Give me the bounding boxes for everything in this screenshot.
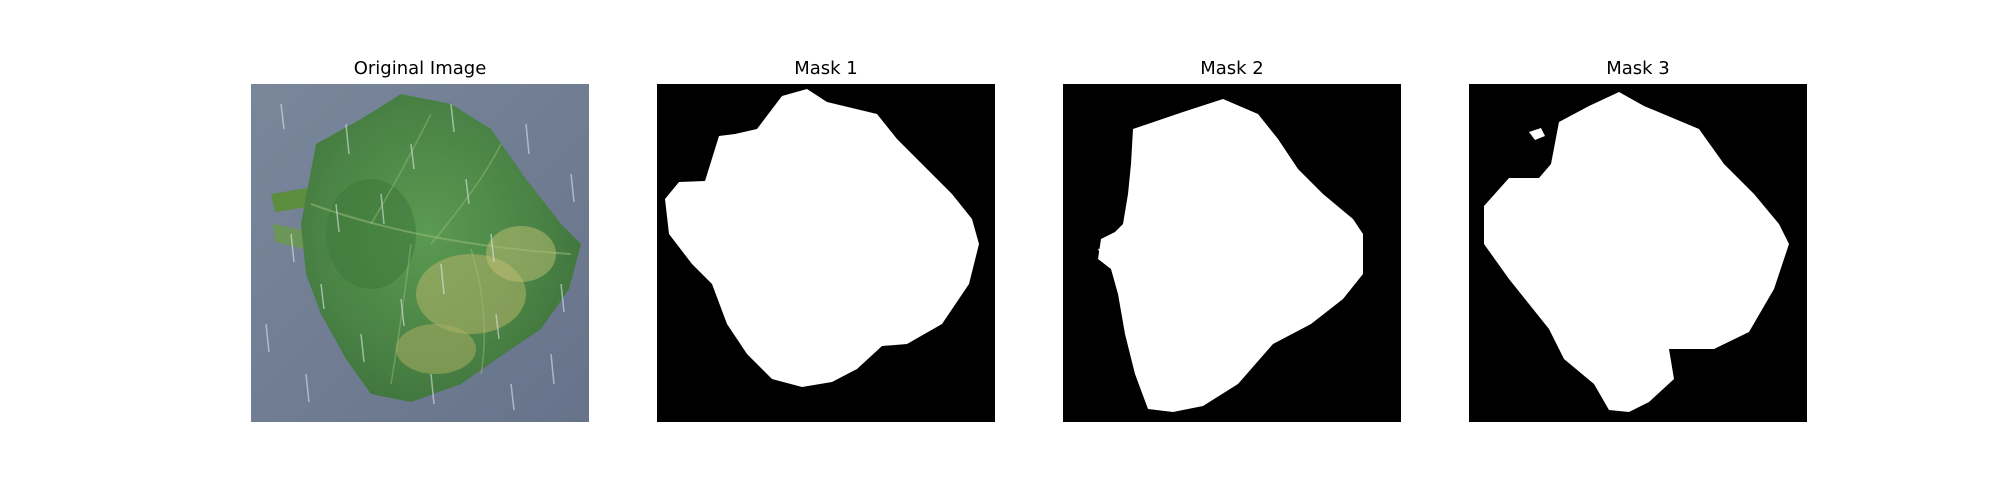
- mask-3-panel: [1469, 84, 1807, 422]
- panel-title-mask-1: Mask 1: [794, 58, 858, 79]
- panel-title-original-image: Original Image: [353, 58, 487, 79]
- mask-2-panel: [1063, 84, 1401, 422]
- mask-1-panel: [657, 84, 995, 422]
- panel-title-mask-2: Mask 2: [1200, 58, 1264, 79]
- panel-title-mask-3: Mask 3: [1606, 58, 1670, 79]
- original-image-panel: [251, 84, 589, 422]
- mask-2-image: [1063, 84, 1401, 422]
- original-leaf-photo: [251, 84, 589, 422]
- mask-3-image: [1469, 84, 1807, 422]
- mask-1-image: [657, 84, 995, 422]
